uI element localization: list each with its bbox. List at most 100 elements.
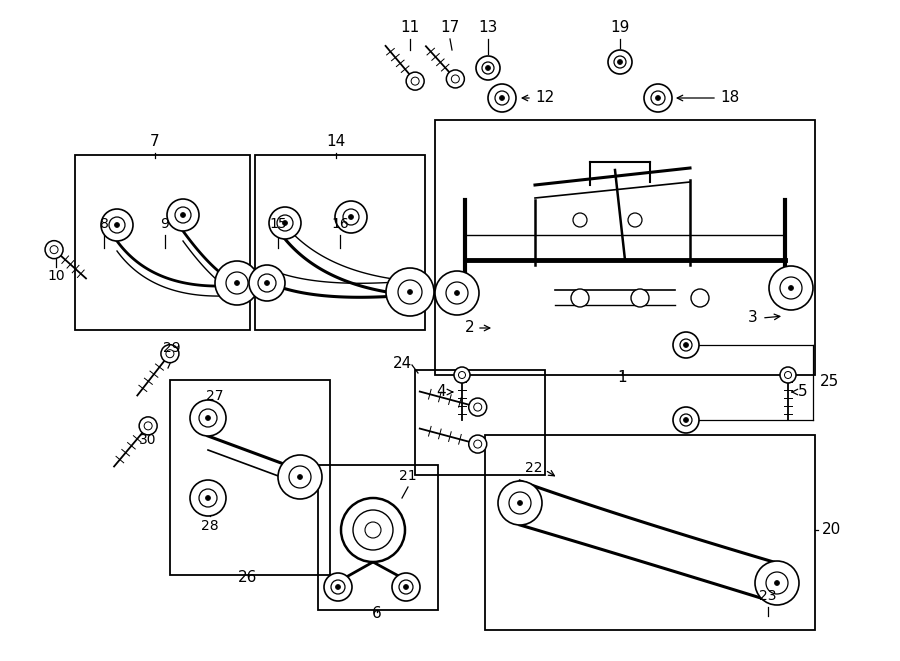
Circle shape bbox=[458, 371, 465, 379]
Circle shape bbox=[673, 332, 699, 358]
Circle shape bbox=[766, 572, 788, 594]
Circle shape bbox=[331, 580, 345, 594]
Text: 4: 4 bbox=[436, 385, 446, 399]
Circle shape bbox=[500, 95, 505, 100]
Text: 7: 7 bbox=[150, 134, 160, 149]
Text: 6: 6 bbox=[372, 607, 382, 621]
Circle shape bbox=[144, 422, 152, 430]
Circle shape bbox=[435, 271, 479, 315]
Circle shape bbox=[175, 207, 191, 223]
Circle shape bbox=[473, 403, 482, 411]
Circle shape bbox=[166, 350, 174, 358]
Circle shape bbox=[283, 221, 287, 225]
Circle shape bbox=[485, 65, 490, 71]
Circle shape bbox=[775, 580, 779, 586]
Text: 16: 16 bbox=[331, 217, 349, 231]
Circle shape bbox=[341, 498, 405, 562]
Circle shape bbox=[343, 209, 359, 225]
Circle shape bbox=[265, 280, 269, 286]
Bar bbox=[318, 465, 438, 610]
Circle shape bbox=[406, 72, 424, 90]
Circle shape bbox=[324, 573, 352, 601]
Circle shape bbox=[161, 344, 179, 363]
Circle shape bbox=[498, 481, 542, 525]
Circle shape bbox=[446, 70, 464, 88]
Circle shape bbox=[398, 280, 422, 304]
Circle shape bbox=[454, 367, 470, 383]
Circle shape bbox=[298, 475, 302, 479]
Circle shape bbox=[683, 342, 688, 348]
Circle shape bbox=[411, 77, 419, 85]
Circle shape bbox=[651, 91, 665, 105]
Circle shape bbox=[628, 213, 642, 227]
Text: 9: 9 bbox=[160, 217, 169, 231]
Circle shape bbox=[235, 280, 239, 286]
Circle shape bbox=[50, 246, 58, 254]
Circle shape bbox=[617, 59, 623, 65]
Circle shape bbox=[348, 215, 354, 219]
Circle shape bbox=[446, 282, 468, 304]
Circle shape bbox=[205, 416, 211, 420]
Circle shape bbox=[249, 265, 285, 301]
Circle shape bbox=[788, 286, 794, 290]
Circle shape bbox=[476, 56, 500, 80]
Text: 17: 17 bbox=[440, 20, 460, 36]
Text: 24: 24 bbox=[392, 356, 412, 371]
Circle shape bbox=[655, 95, 661, 100]
Text: 10: 10 bbox=[47, 269, 65, 283]
Bar bbox=[75, 155, 250, 330]
Bar bbox=[485, 435, 815, 630]
Circle shape bbox=[109, 217, 125, 233]
Circle shape bbox=[167, 199, 199, 231]
Text: 8: 8 bbox=[100, 217, 108, 231]
Text: 29: 29 bbox=[163, 341, 181, 355]
Circle shape bbox=[190, 480, 226, 516]
Circle shape bbox=[278, 455, 322, 499]
Circle shape bbox=[495, 91, 509, 105]
Circle shape bbox=[755, 561, 799, 605]
Circle shape bbox=[691, 289, 709, 307]
Circle shape bbox=[631, 289, 649, 307]
Text: 21: 21 bbox=[400, 469, 417, 483]
Circle shape bbox=[181, 212, 185, 217]
Circle shape bbox=[769, 266, 813, 310]
Circle shape bbox=[482, 62, 494, 74]
Text: 25: 25 bbox=[820, 375, 839, 389]
Text: 13: 13 bbox=[478, 20, 498, 36]
Text: 19: 19 bbox=[610, 20, 630, 36]
Circle shape bbox=[365, 522, 381, 538]
Circle shape bbox=[454, 290, 460, 295]
Circle shape bbox=[780, 367, 796, 383]
Text: 11: 11 bbox=[400, 20, 419, 36]
Circle shape bbox=[392, 573, 420, 601]
Circle shape bbox=[403, 584, 409, 590]
Circle shape bbox=[226, 272, 248, 294]
Circle shape bbox=[608, 50, 632, 74]
Circle shape bbox=[509, 492, 531, 514]
Circle shape bbox=[277, 215, 293, 231]
Text: 22: 22 bbox=[525, 461, 542, 475]
Circle shape bbox=[673, 407, 699, 433]
Circle shape bbox=[190, 400, 226, 436]
Text: 1: 1 bbox=[617, 371, 626, 385]
Text: 23: 23 bbox=[760, 589, 777, 603]
Circle shape bbox=[258, 274, 276, 292]
Circle shape bbox=[469, 398, 487, 416]
Circle shape bbox=[353, 510, 393, 550]
Circle shape bbox=[215, 261, 259, 305]
Circle shape bbox=[335, 201, 367, 233]
Text: 12: 12 bbox=[535, 91, 554, 106]
Text: 30: 30 bbox=[140, 433, 157, 447]
Text: 14: 14 bbox=[327, 134, 346, 149]
Bar bbox=[415, 370, 545, 475]
Circle shape bbox=[573, 213, 587, 227]
Circle shape bbox=[101, 209, 133, 241]
Bar bbox=[170, 380, 330, 575]
Circle shape bbox=[469, 435, 487, 453]
Circle shape bbox=[644, 84, 672, 112]
Circle shape bbox=[518, 500, 523, 506]
Text: 26: 26 bbox=[238, 570, 257, 586]
Circle shape bbox=[488, 84, 516, 112]
Text: 2: 2 bbox=[464, 321, 474, 336]
Circle shape bbox=[614, 56, 626, 68]
